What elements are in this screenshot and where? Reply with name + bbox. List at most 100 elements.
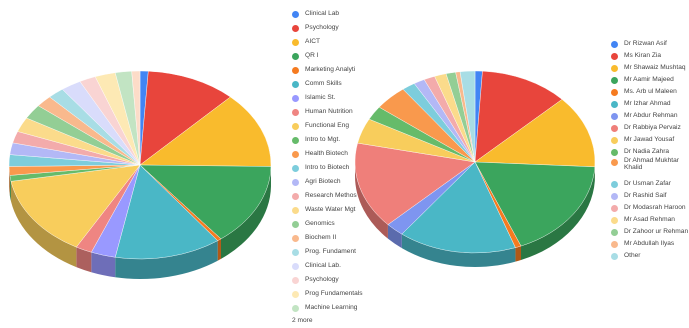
legend-swatch (611, 88, 618, 96)
pie-1-side-6 (91, 252, 116, 278)
pie-2-slice-2 (474, 99, 596, 168)
legend-swatch (611, 100, 618, 108)
legend-label: Human Nutrition (305, 107, 353, 115)
legend-label: Dr Zahoor ur Rehman (624, 227, 689, 235)
legend-label: Mr Abdullah Ilyas (624, 239, 675, 247)
legend-swatch (292, 24, 299, 32)
legend-swatch (611, 204, 618, 212)
legend-item: Biochem II (292, 231, 372, 245)
pie-2-slice-1 (474, 70, 563, 163)
legend-swatch (292, 248, 299, 256)
legend-label: Prog. Fundament (305, 247, 356, 255)
legend-label: Clinical Lab (305, 9, 340, 17)
legend-swatch (292, 150, 299, 158)
legend-item: Machine Learning (292, 301, 372, 315)
legend-chart-1: Clinical Lab Psychology AICT QR I Marketing … (292, 7, 372, 315)
pie-2-slice-5 (401, 161, 516, 254)
legend-item: Marketing Analyti (292, 63, 372, 77)
legend-swatch (611, 76, 618, 84)
pie-1-side-9 (9, 175, 11, 202)
legend-label: Dr Nadia Zahra (624, 147, 670, 155)
legend-swatch (292, 234, 299, 242)
pie-1-side-5 (115, 240, 218, 279)
legend-item: Human Nutrition (292, 105, 372, 119)
legend-item: Psychology (292, 21, 372, 35)
legend-swatch (292, 108, 299, 116)
legend-swatch (292, 164, 299, 172)
pie-2-slice-3 (474, 161, 596, 247)
legend-swatch (611, 216, 618, 224)
pie-2-slice-17 (459, 70, 476, 163)
legend-label: Psychology (305, 23, 339, 31)
legend-item: Agri Biotech (292, 175, 372, 189)
legend-swatch (611, 252, 618, 260)
legend-label: Clinical Lab. (305, 261, 341, 269)
pie-2-side-6 (387, 224, 402, 249)
legend-label: Agri Biotech (305, 177, 341, 185)
legend-item: AICT (292, 35, 372, 49)
pie-1-side-8 (10, 181, 77, 268)
legend-label: Intro to Biotech (305, 163, 350, 171)
legend-swatch (292, 262, 299, 270)
legend-swatch (611, 136, 618, 144)
legend-swatch (611, 52, 618, 60)
legend-label: Dr Usman Zafar (624, 179, 671, 187)
legend-item: Prog Fundamentals (292, 287, 372, 301)
legend-more-link[interactable]: 2 more (292, 317, 313, 324)
legend-swatch (292, 52, 299, 60)
pie-1-side-4 (217, 238, 221, 261)
legend-swatch (611, 112, 618, 120)
pie-1-slice-22 (131, 70, 141, 166)
legend-swatch (292, 10, 299, 18)
legend-item: Psychology (292, 273, 372, 287)
legend-label: Mr Asad Rehman (624, 215, 675, 223)
legend-item: Research Methos (292, 189, 372, 203)
legend-label: Marketing Analyti (305, 65, 356, 73)
legend-label: Mr Jawad Yousaf (624, 135, 675, 143)
legend-swatch (292, 80, 299, 88)
legend-label: Ms. Arb ul Maleen (624, 87, 677, 95)
legend-label: Ms Kiran Zia (624, 51, 662, 59)
legend-label: Health Biotech (305, 149, 348, 157)
legend-item: Mr Jawad Yousaf (611, 134, 689, 146)
legend-swatch (292, 178, 299, 186)
legend-swatch (292, 206, 299, 214)
legend-item: Dr Nadia Zahra (611, 146, 689, 158)
legend-item: Mr Aamir Majeed (611, 74, 689, 86)
legend-swatch (292, 94, 299, 102)
legend-item: Mr Asad Rehman (611, 214, 689, 226)
pie-1-slice-1 (139, 70, 231, 166)
legend-swatch (292, 66, 299, 74)
legend-label: Waste Water Mgt (305, 205, 356, 213)
legend-item: Dr Usman Zafar (611, 178, 689, 190)
legend-label: Intro to Mgt. (305, 135, 341, 143)
legend-item: Health Biotech (292, 147, 372, 161)
legend-item: Genomics (292, 217, 372, 231)
pie-2-slice-7 (354, 142, 476, 225)
legend-label: Dr Modasrah Haroon (624, 203, 686, 211)
legend-item: Other (611, 250, 689, 262)
pie-1-side-10 (9, 166, 10, 196)
legend-swatch (292, 276, 299, 284)
legend-swatch (611, 240, 618, 248)
legend-item: QR I (292, 49, 372, 63)
legend-label: AICT (305, 37, 321, 45)
legend-label: Biochem II (305, 233, 337, 241)
legend-item: Mr Izhar Ahmad (611, 98, 689, 110)
pie-chart-2 (354, 70, 596, 267)
legend-item: Comm Skills (292, 77, 372, 91)
legend-item: Intro to Biotech (292, 161, 372, 175)
legend-item: Clinical Lab (292, 7, 372, 21)
legend-label: Mr Abdur Rehman (624, 111, 678, 119)
pie-2-side-3 (521, 166, 595, 261)
legend-label: Dr Rashid Saif (624, 191, 667, 199)
legend-label: Research Methos (305, 191, 357, 199)
legend-swatch (611, 40, 618, 48)
legend-item: Mr Abdullah Ilyas (611, 238, 689, 250)
legend-item: Dr Rashid Saif (611, 190, 689, 202)
legend-swatch (292, 192, 299, 200)
legend-item: Prog. Fundament (292, 245, 372, 259)
pie-1-slice-5 (114, 164, 219, 260)
pie-2-side-5 (401, 234, 516, 267)
legend-label: Prog Fundamentals (305, 289, 363, 297)
